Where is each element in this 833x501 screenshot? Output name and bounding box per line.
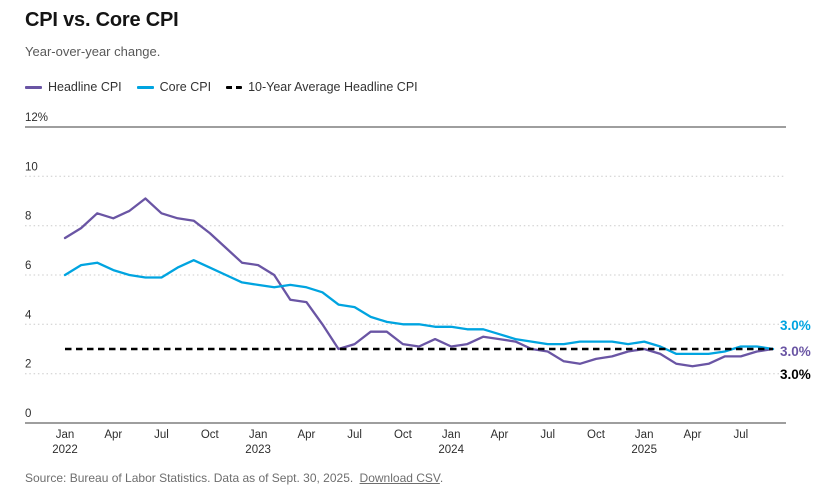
dashed-line-swatch-icon [226, 85, 243, 89]
source-note: Source: Bureau of Labor Statistics. Data… [25, 471, 443, 485]
x-axis-tick-label: Jan [249, 429, 268, 441]
x-axis-tick-label: Jul [347, 429, 362, 441]
legend-item-headline-cpi: Headline CPI [25, 80, 122, 94]
legend: Headline CPI Core CPI 10-Year Average He… [25, 80, 418, 94]
source-suffix: . [439, 471, 444, 485]
legend-label: 10-Year Average Headline CPI [248, 80, 418, 94]
y-axis-tick-label: 4 [25, 309, 32, 321]
download-csv-link[interactable]: Download CSV [359, 471, 440, 485]
headline-cpi-line-swatch-icon [25, 85, 42, 89]
legend-label: Core CPI [159, 80, 212, 94]
page-title: CPI vs. Core CPI [25, 9, 179, 31]
y-axis-tick-label: 0 [25, 408, 31, 420]
y-axis-tick-label: 2 [25, 359, 31, 371]
x-axis-tick-label: Jul [154, 429, 169, 441]
x-axis-year-label: 2024 [438, 444, 464, 456]
chart-subtitle: Year-over-year change. [25, 44, 161, 59]
y-axis-tick-label: 6 [25, 260, 31, 272]
legend-item-10yr-average: 10-Year Average Headline CPI [226, 80, 418, 94]
x-axis-tick-label: Jul [733, 429, 748, 441]
x-axis-tick-label: Oct [587, 429, 606, 441]
legend-item-core-cpi: Core CPI [136, 80, 212, 94]
core-cpi-line-swatch-icon [136, 85, 154, 89]
y-axis-tick-label: 12% [25, 112, 48, 124]
legend-label: Headline CPI [48, 80, 122, 94]
x-axis-year-label: 2023 [245, 444, 271, 456]
x-axis-tick-label: Jan [56, 429, 75, 441]
x-axis-tick-label: Oct [394, 429, 413, 441]
x-axis-tick-label: Apr [490, 429, 508, 441]
x-axis-year-label: 2022 [52, 444, 78, 456]
x-axis-year-label: 2025 [631, 444, 657, 456]
x-axis-tick-label: Jan [635, 429, 654, 441]
end-value-label: 3.0% [780, 344, 811, 359]
end-value-label: 3.0% [780, 367, 811, 382]
x-axis-tick-label: Jan [442, 429, 461, 441]
series-line-headline-cpi [63, 197, 775, 368]
x-axis-tick-label: Oct [201, 429, 220, 441]
end-value-label: 3.0% [780, 318, 811, 333]
series-line-core-cpi [63, 259, 775, 356]
x-axis-tick-label: Jul [540, 429, 555, 441]
y-axis-tick-label: 10 [25, 161, 38, 173]
x-axis-tick-label: Apr [104, 429, 122, 441]
x-axis-tick-label: Apr [297, 429, 315, 441]
y-axis-tick-label: 8 [25, 211, 31, 223]
x-axis-tick-label: Apr [684, 429, 702, 441]
source-text: Source: Bureau of Labor Statistics. Data… [25, 471, 354, 485]
